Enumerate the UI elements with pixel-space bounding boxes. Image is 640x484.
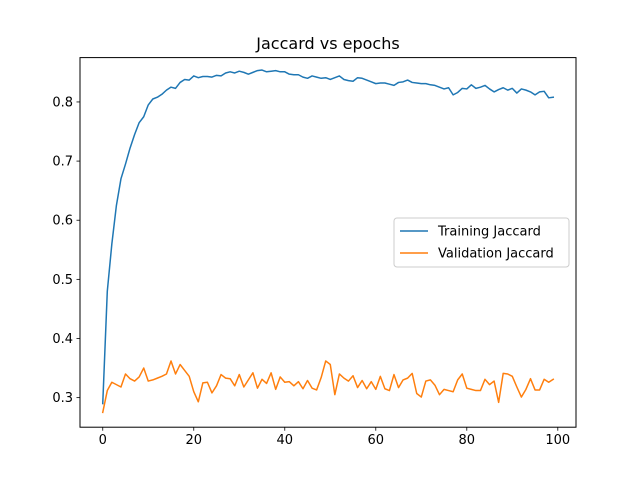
y-tick-label: 0.3 [52,391,73,406]
y-tick-label: 0.4 [52,332,73,347]
chart-title: Jaccard vs epochs [255,34,399,53]
series-line-training-jaccard [101,69,555,405]
legend-label-validation: Validation Jaccard [438,247,554,262]
x-tick-label: 80 [459,433,476,448]
y-tick-label: 0.5 [52,273,73,288]
plot-lines [101,69,555,414]
plot-area-frame [79,57,577,428]
x-tick-label: 60 [368,433,385,448]
x-tick-label: 0 [99,433,107,448]
y-tick-label: 0.8 [52,95,73,110]
legend-label-training: Training Jaccard [437,225,541,240]
y-tick-label: 0.7 [52,155,73,170]
x-axis: 0 20 40 60 80 100 [99,427,570,448]
y-tick-label: 0.6 [52,214,73,229]
x-tick-label: 100 [545,433,570,448]
legend-box [393,217,570,268]
series-line-validation-jaccard [101,360,555,414]
y-axis: 0.3 0.4 0.5 0.6 0.7 0.8 [52,95,80,406]
legend: Training Jaccard Validation Jaccard [393,217,570,268]
x-tick-label: 20 [185,433,202,448]
x-tick-label: 40 [276,433,293,448]
